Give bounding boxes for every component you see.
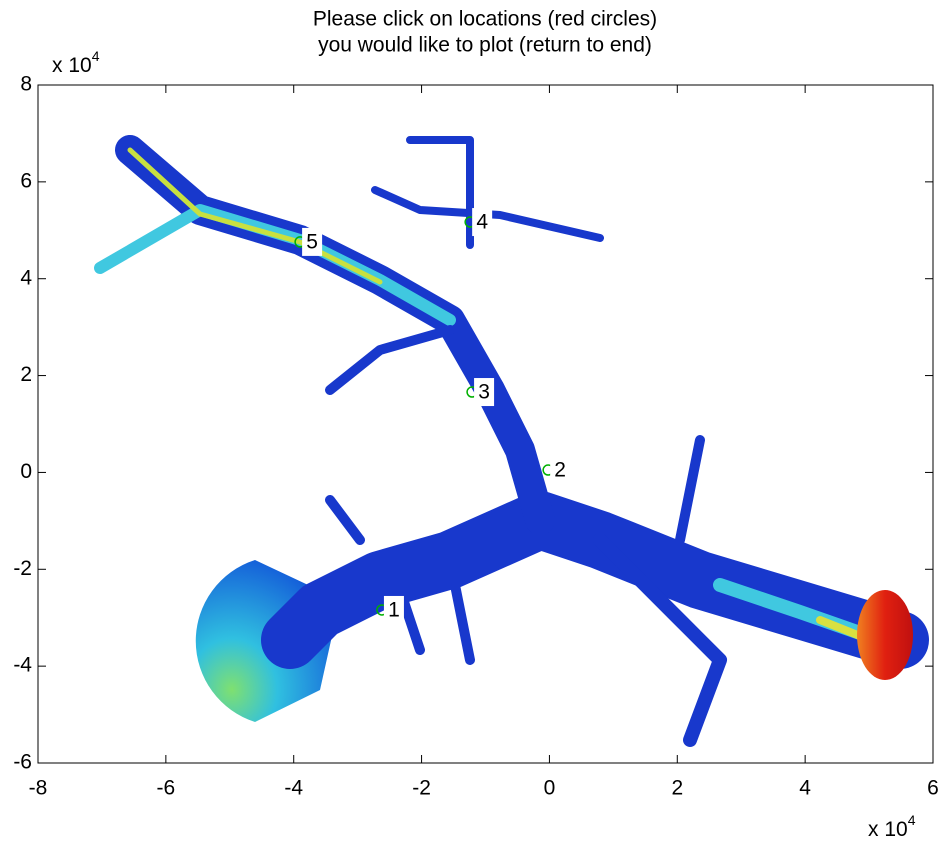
label-box — [550, 456, 571, 485]
x-tick-label: 0 — [544, 777, 556, 800]
y-tick-label: 2 — [20, 363, 32, 386]
x-tick-label: 2 — [671, 777, 683, 800]
y-tick-label: -2 — [13, 557, 32, 580]
x-tick-label: -4 — [284, 777, 303, 800]
estuary-mesh — [94, 135, 929, 747]
label-box — [383, 595, 404, 624]
y-multiplier: x 104 — [52, 48, 100, 77]
x-tick-label: 6 — [927, 777, 938, 800]
location-label: 1 — [388, 599, 400, 622]
y-tick-label: 6 — [20, 169, 32, 192]
location-label: 3 — [478, 381, 490, 404]
multiplier-base: x 10 — [52, 54, 92, 77]
title-line: Please click on locations (red circles) — [313, 8, 657, 31]
label-box — [302, 227, 323, 256]
plot-frame — [37, 84, 934, 764]
location-label: 4 — [476, 211, 488, 234]
title-line: you would like to plot (return to end) — [318, 34, 652, 57]
x-tick-label: 4 — [799, 777, 811, 800]
location-label: 2 — [554, 459, 566, 482]
label-box — [472, 208, 493, 237]
x-tick-label: -6 — [157, 777, 176, 800]
y-tick-label: -6 — [13, 751, 32, 774]
x-tick-label: -2 — [412, 777, 431, 800]
label-box — [474, 378, 495, 407]
y-tick-label: -4 — [13, 654, 32, 677]
x-tick-label: -8 — [29, 777, 48, 800]
x-multiplier: x 104 — [868, 812, 916, 841]
y-tick-label: 0 — [20, 460, 32, 483]
y-tick-label: 8 — [20, 73, 32, 96]
multiplier-power: 4 — [908, 812, 916, 828]
multiplier-power: 4 — [92, 48, 100, 64]
location-label: 5 — [306, 230, 318, 253]
multiplier-base: x 10 — [868, 818, 908, 841]
y-tick-label: 4 — [20, 266, 32, 289]
